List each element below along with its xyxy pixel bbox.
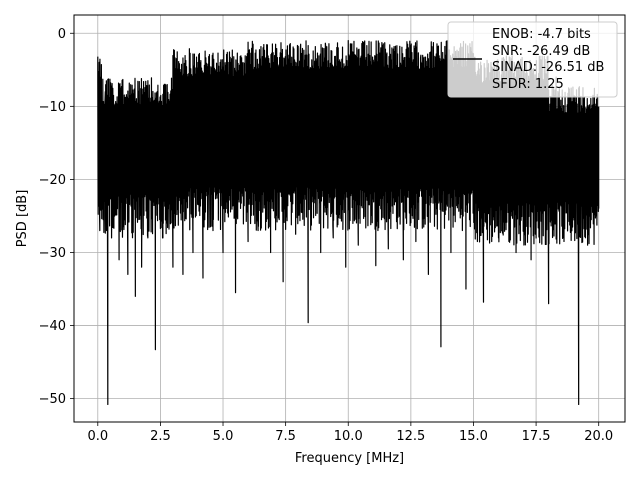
legend-entry-sinad: SINAD: -26.51 dB: [492, 60, 604, 75]
legend-entry-sfdr: SFDR: 1.25: [492, 77, 564, 92]
x-axis-ticks: 0.0 2.5 5.0 7.5 10.0 12.5 15.0 17.5 20.0: [87, 422, 613, 444]
x-tick-label: 7.5: [275, 429, 296, 444]
y-tick-label: −40: [39, 319, 66, 334]
legend-entry-enob: ENOB: -4.7 bits: [492, 27, 591, 42]
y-tick-label: −10: [39, 100, 66, 115]
plot-frame: [73, 14, 626, 423]
x-tick-label: 15.0: [459, 429, 488, 444]
legend: ENOB: -4.7 bits SNR: -26.49 dB SINAD: -2…: [447, 21, 618, 98]
y-axis-label: PSD [dB]: [15, 190, 30, 248]
y-tick-label: −30: [39, 246, 66, 261]
x-tick-label: 0.0: [87, 429, 108, 444]
x-tick-label: 12.5: [396, 429, 425, 444]
y-axis-ticks: 0 −10 −20 −30 −40 −50: [39, 27, 74, 407]
legend-box: [447, 21, 618, 98]
x-tick-label: 5.0: [213, 429, 234, 444]
x-tick-label: 10.0: [334, 429, 363, 444]
y-tick-label: 0: [58, 27, 66, 42]
x-tick-label: 17.5: [522, 429, 551, 444]
y-tick-label: −20: [39, 173, 66, 188]
legend-entry-snr: SNR: -26.49 dB: [492, 44, 590, 59]
x-tick-label: 2.5: [150, 429, 171, 444]
y-tick-label: −50: [39, 392, 66, 407]
x-tick-label: 20.0: [584, 429, 613, 444]
x-axis-label: Frequency [MHz]: [295, 451, 404, 466]
